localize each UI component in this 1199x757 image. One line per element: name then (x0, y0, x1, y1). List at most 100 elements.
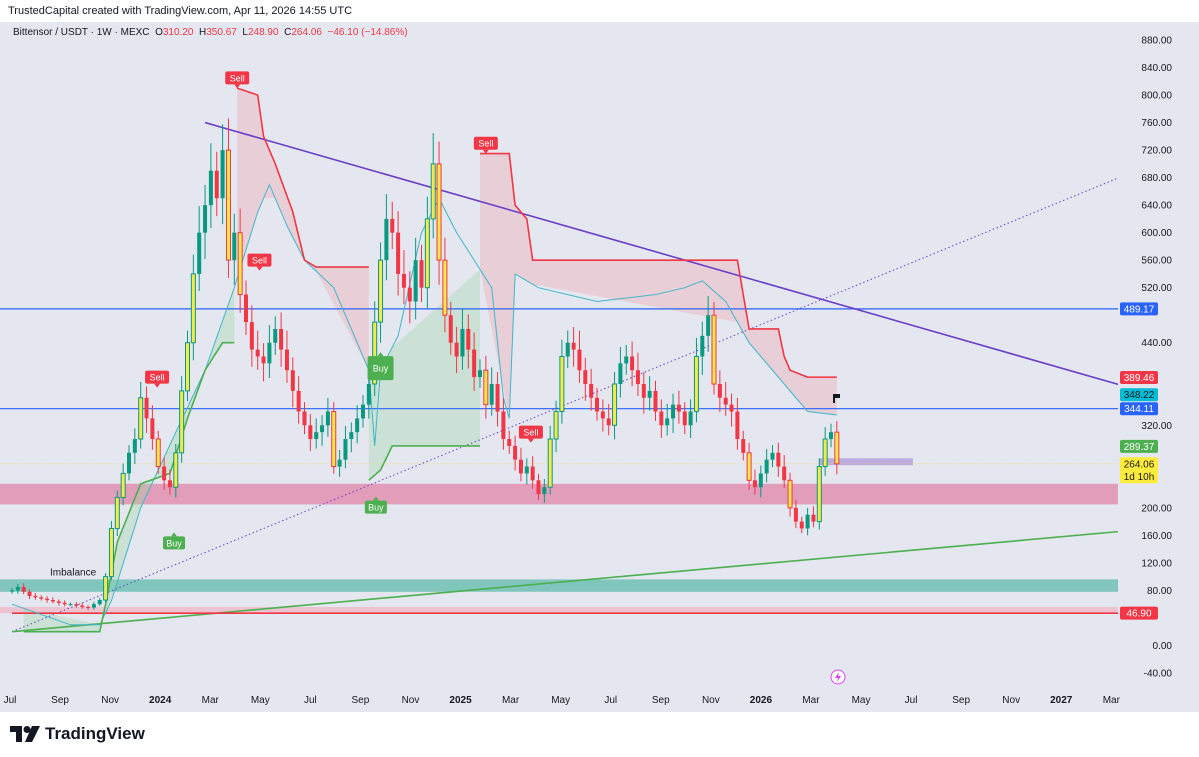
candle[interactable] (407, 271, 412, 324)
candle[interactable] (700, 321, 705, 375)
sell-signal[interactable]: Sell (473, 136, 498, 154)
candle[interactable] (641, 371, 646, 414)
candle[interactable] (723, 381, 728, 416)
candle[interactable] (595, 387, 599, 421)
candle[interactable] (15, 583, 20, 594)
candle[interactable] (103, 573, 109, 603)
candle[interactable] (325, 397, 330, 437)
candle[interactable] (349, 422, 354, 453)
candle[interactable] (39, 595, 44, 601)
candle[interactable] (314, 418, 319, 449)
ascending-support[interactable] (11, 528, 1153, 633)
candle[interactable] (507, 430, 512, 454)
candle[interactable] (120, 463, 126, 506)
candle[interactable] (361, 395, 365, 428)
candle[interactable] (267, 325, 272, 379)
candle[interactable] (682, 402, 687, 435)
candle[interactable] (255, 330, 260, 370)
dotted-trendline[interactable] (11, 164, 1153, 633)
candle[interactable] (190, 254, 196, 361)
symbol-name[interactable]: Bittensor / USDT · 1W · MEXC (13, 27, 150, 38)
candle[interactable] (530, 456, 535, 489)
candle[interactable] (138, 381, 144, 449)
candle[interactable] (430, 133, 436, 239)
candle[interactable] (331, 402, 337, 474)
candle[interactable] (711, 301, 717, 395)
candle[interactable] (220, 124, 225, 225)
candle[interactable] (372, 301, 378, 397)
candle[interactable] (162, 457, 167, 490)
candle[interactable] (553, 400, 559, 453)
price-axis[interactable]: 880.00 840.00 800.00 760.00 720.00 680.00 640.… (1141, 36, 1172, 680)
candle[interactable] (495, 371, 500, 427)
candle[interactable] (150, 405, 155, 450)
candle[interactable] (68, 602, 73, 606)
candle[interactable] (80, 602, 85, 609)
candle[interactable] (764, 448, 769, 483)
candle[interactable] (454, 326, 459, 374)
candle[interactable] (565, 330, 570, 369)
candle[interactable] (717, 370, 722, 413)
candle[interactable] (653, 380, 658, 421)
candle[interactable] (167, 469, 172, 495)
buy-signal[interactable]: Buy (364, 496, 387, 514)
candle[interactable] (114, 490, 120, 536)
candle[interactable] (472, 332, 477, 392)
candle[interactable] (659, 399, 664, 439)
descending-trendline[interactable] (204, 121, 1153, 395)
candle[interactable] (671, 393, 676, 433)
candle[interactable] (706, 296, 711, 352)
sell-signal[interactable]: Sell (247, 253, 272, 271)
candle[interactable] (225, 118, 231, 278)
candle[interactable] (735, 397, 740, 450)
candle[interactable] (606, 403, 611, 436)
candle[interactable] (483, 355, 489, 419)
candle[interactable] (442, 237, 448, 333)
candle[interactable] (21, 583, 26, 595)
candle[interactable] (144, 386, 149, 433)
candle[interactable] (799, 516, 804, 534)
candle[interactable] (343, 425, 348, 469)
candle[interactable] (478, 359, 482, 388)
candle[interactable] (618, 346, 623, 398)
candle[interactable] (811, 506, 816, 528)
candle[interactable] (384, 194, 389, 281)
candle[interactable] (460, 308, 465, 370)
candle[interactable] (793, 499, 798, 529)
plot-area[interactable]: Imbalance Sell Sell Sell Sell Sell Buy Buy Buy (0, 71, 1153, 633)
candle[interactable] (536, 473, 541, 501)
projection-box[interactable] (819, 458, 913, 466)
candle[interactable] (758, 465, 763, 498)
candle[interactable] (10, 588, 14, 594)
candle[interactable] (308, 413, 313, 452)
candle[interactable] (547, 425, 553, 495)
candle[interactable] (108, 520, 114, 580)
candle[interactable] (816, 458, 822, 530)
candle[interactable] (752, 469, 757, 495)
candle[interactable] (244, 280, 248, 336)
candle[interactable] (676, 390, 681, 424)
candle[interactable] (559, 339, 565, 424)
candle[interactable] (583, 357, 588, 401)
candle[interactable] (729, 393, 734, 427)
candle[interactable] (600, 399, 605, 432)
candle[interactable] (424, 196, 430, 309)
candle[interactable] (624, 344, 629, 375)
candle[interactable] (132, 428, 137, 464)
candle[interactable] (741, 430, 746, 461)
candle[interactable] (74, 602, 79, 608)
candle[interactable] (770, 445, 775, 468)
candle[interactable] (542, 478, 547, 503)
candle[interactable] (746, 442, 752, 490)
sell-signal[interactable]: Sell (145, 370, 170, 388)
candle[interactable] (489, 367, 494, 416)
candle[interactable] (97, 598, 102, 606)
sell-signal[interactable]: Sell (225, 71, 250, 89)
candle[interactable] (290, 357, 295, 408)
candle[interactable] (155, 430, 161, 474)
candle[interactable] (86, 605, 91, 611)
candle[interactable] (249, 305, 254, 367)
candle[interactable] (805, 507, 810, 536)
candle[interactable] (577, 330, 582, 383)
candle[interactable] (688, 399, 693, 439)
